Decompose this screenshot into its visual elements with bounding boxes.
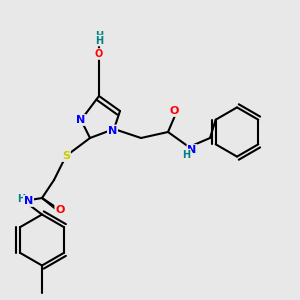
- Text: H: H: [182, 149, 190, 160]
- Text: S: S: [62, 151, 70, 161]
- Text: N: N: [24, 196, 33, 206]
- Text: O: O: [169, 106, 179, 116]
- Text: N: N: [108, 125, 117, 136]
- Text: H: H: [95, 31, 103, 41]
- Text: O: O: [95, 49, 103, 59]
- Text: N: N: [188, 145, 196, 155]
- Text: H: H: [95, 35, 103, 46]
- Text: O: O: [55, 205, 65, 215]
- Text: N: N: [76, 115, 85, 125]
- Text: H: H: [17, 194, 25, 205]
